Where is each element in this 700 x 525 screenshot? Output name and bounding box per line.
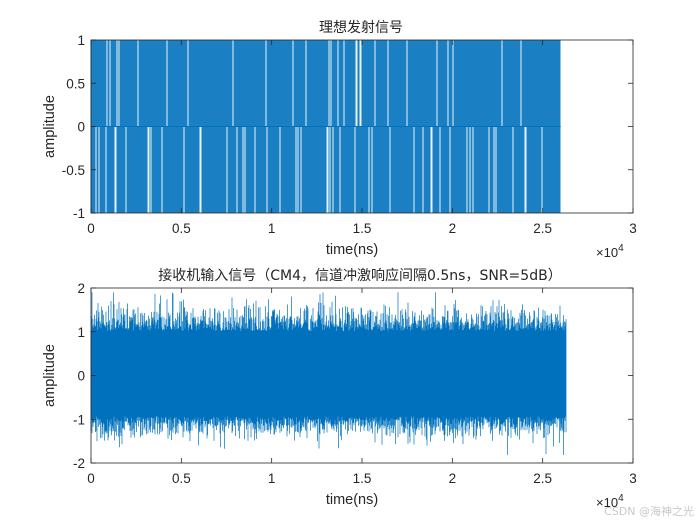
top-y-axis-label: amplitude	[42, 95, 58, 158]
top-x-exponent-power: 4	[618, 243, 624, 254]
bottom-x-tick-label: 2	[449, 471, 457, 486]
bottom-y-axis-label: amplitude	[42, 344, 58, 407]
top-chart-title: 理想发射信号	[319, 20, 403, 36]
bottom-x-tick-label: 0.5	[172, 471, 191, 486]
top-x-tick-label: 1	[268, 221, 276, 236]
top-x-exponent-base: ×10	[596, 245, 618, 260]
top-y-tick-label: -1	[73, 206, 85, 221]
bottom-x-exponent-power: 4	[618, 493, 624, 504]
top-y-tick-label: -0.5	[62, 163, 85, 178]
bottom-y-tick-label: -2	[73, 456, 85, 471]
top-x-tick-label: 2	[449, 221, 457, 236]
top-y-tick-label: 0.5	[66, 76, 85, 91]
top-y-tick-label: 0	[77, 120, 85, 135]
bottom-x-exponent-base: ×10	[596, 495, 618, 510]
watermark: CSDN @海神之光	[604, 504, 694, 518]
bottom-x-tick-label: 3	[629, 471, 637, 486]
top-x-axis-label: time(ns)	[326, 242, 378, 258]
top-x-exponent: ×104	[596, 243, 624, 260]
bottom-y-tick-label: 2	[77, 281, 85, 296]
top-x-tick-label: 3	[629, 221, 637, 236]
top-y-tick-label: 1	[77, 33, 85, 48]
bottom-panel: 0 0.5 1 1.5 2 2.5 3 -2 -1 0 1 2 接收机输入信号（CM4，信道冲激响应间…	[42, 267, 637, 510]
top-panel: 0 0.5 1 1.5 2 2.5 3 -1 -0.5 0 0.5 1 理想发射信号 time(ns)…	[42, 20, 637, 260]
top-ticks: 0 0.5 1 1.5 2 2.5 3 -1 -0.5 0 0.5 1	[62, 33, 637, 236]
top-x-tick-label: 0	[87, 221, 95, 236]
top-x-tick-label: 2.5	[533, 221, 552, 236]
bottom-y-tick-label: 1	[77, 325, 85, 340]
bottom-chart-title: 接收机输入信号（CM4，信道冲激响应间隔0.5ns，SNR=5dB）	[158, 267, 561, 284]
bottom-y-tick-label: 0	[77, 369, 85, 384]
bottom-y-tick-label: -1	[73, 412, 85, 427]
top-x-tick-label: 1.5	[353, 221, 372, 236]
bottom-x-exponent: ×104	[596, 493, 624, 510]
bottom-x-axis-label: time(ns)	[326, 492, 378, 508]
bottom-x-tick-label: 0	[87, 471, 95, 486]
top-x-tick-label: 0.5	[172, 221, 191, 236]
bottom-x-tick-label: 1.5	[353, 471, 372, 486]
bottom-x-tick-label: 1	[268, 471, 276, 486]
bottom-x-tick-label: 2.5	[533, 471, 552, 486]
bottom-ticks: 0 0.5 1 1.5 2 2.5 3 -2 -1 0 1 2	[73, 281, 637, 486]
